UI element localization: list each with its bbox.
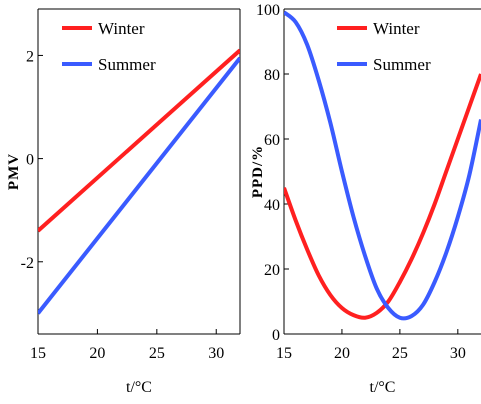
y-axis-label: PPD/%	[250, 145, 266, 198]
y-tick-label: 0	[272, 327, 280, 344]
y-tick-label: 100	[256, 2, 280, 19]
chart-panel-1: 15 20 25 30 -2 0 2 t/°C PMV Winter Summer	[6, 8, 241, 396]
x-tick-label: 20	[334, 345, 350, 362]
y-tick-label: -2	[21, 255, 34, 272]
x-tick-label: 15	[30, 345, 46, 362]
x-tick-label: 20	[89, 345, 105, 362]
y-tick-label: 0	[26, 152, 34, 169]
y-axis-label: PMV	[6, 153, 22, 190]
x-axis-label: t/°C	[370, 379, 396, 396]
legend-label-winter: Winter	[373, 19, 420, 38]
chart-panel-2: 15 20 25 30 0 20 40 60 80 100 t/°C PPD/% Winter Summe…	[250, 2, 481, 396]
x-tick-label: 25	[149, 345, 165, 362]
series-line-winter	[284, 73, 481, 320]
x-tick-label: 30	[450, 345, 466, 362]
legend-label-summer: Summer	[98, 55, 156, 74]
legend-label-winter: Winter	[98, 19, 145, 38]
series-line-winter	[38, 48, 240, 233]
y-tick-label: 20	[264, 262, 280, 279]
series-line-summer	[284, 10, 481, 321]
series-line-summer	[38, 56, 240, 315]
x-axis-label: t/°C	[126, 379, 152, 396]
x-tick-label: 15	[276, 345, 292, 362]
plot-area	[284, 10, 481, 321]
y-tick-label: 2	[26, 48, 34, 65]
legend: Winter Summer	[62, 19, 156, 74]
y-tick-label: 40	[264, 197, 280, 214]
legend-label-summer: Summer	[373, 55, 431, 74]
y-tick-label: 80	[264, 67, 280, 84]
legend: Winter Summer	[337, 19, 431, 74]
plot-area	[38, 48, 240, 315]
y-tick-label: 60	[264, 132, 280, 149]
x-tick-label: 25	[392, 345, 408, 362]
x-tick-label: 30	[208, 345, 224, 362]
